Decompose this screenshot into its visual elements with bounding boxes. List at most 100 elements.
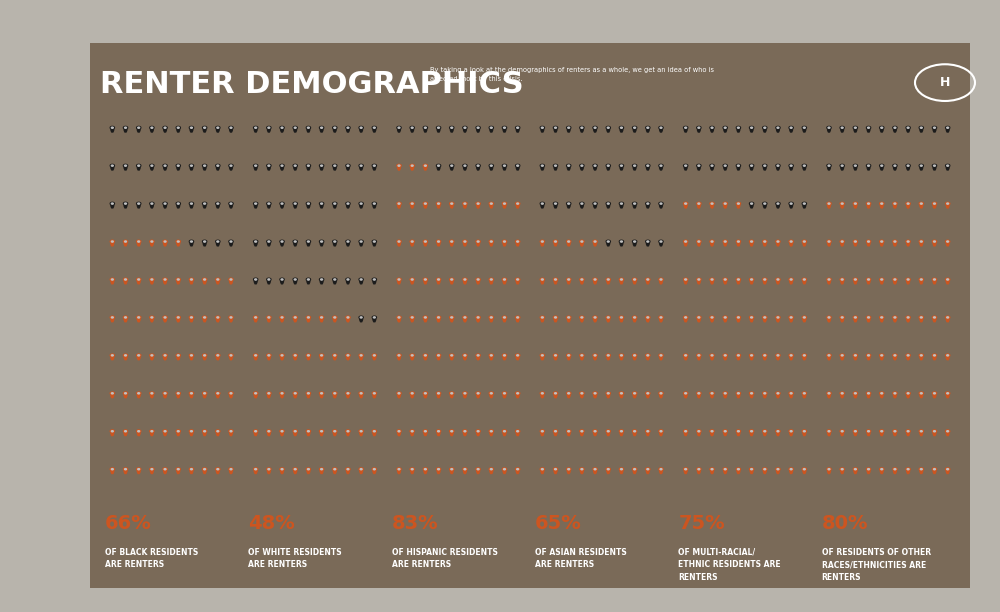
Circle shape	[125, 165, 126, 166]
Circle shape	[737, 241, 739, 242]
Circle shape	[451, 393, 453, 394]
Circle shape	[619, 430, 624, 433]
Polygon shape	[397, 166, 401, 170]
Polygon shape	[190, 318, 193, 322]
Circle shape	[568, 469, 570, 470]
Circle shape	[646, 165, 650, 167]
Polygon shape	[541, 129, 544, 132]
Circle shape	[359, 127, 363, 129]
Circle shape	[463, 392, 467, 395]
Circle shape	[307, 241, 309, 242]
Circle shape	[438, 469, 440, 470]
Circle shape	[319, 316, 324, 319]
Circle shape	[853, 354, 857, 357]
Polygon shape	[424, 432, 427, 436]
Circle shape	[697, 278, 701, 281]
Polygon shape	[946, 166, 949, 170]
Polygon shape	[190, 356, 193, 360]
Circle shape	[203, 430, 207, 433]
Circle shape	[424, 165, 426, 166]
Circle shape	[710, 392, 714, 395]
Circle shape	[463, 127, 467, 129]
Circle shape	[476, 316, 480, 319]
Polygon shape	[203, 204, 206, 208]
Circle shape	[827, 392, 831, 395]
Circle shape	[866, 468, 871, 471]
Circle shape	[333, 430, 337, 433]
Circle shape	[410, 316, 414, 319]
Circle shape	[463, 468, 467, 471]
Circle shape	[217, 203, 219, 204]
Text: By taking a look at the demographics of renters as a whole, we get an idea of wh: By taking a look at the demographics of …	[430, 67, 714, 82]
Polygon shape	[946, 129, 949, 132]
Circle shape	[828, 393, 830, 394]
Circle shape	[840, 430, 844, 433]
Circle shape	[751, 469, 753, 470]
Circle shape	[490, 431, 492, 432]
Circle shape	[633, 278, 637, 281]
Polygon shape	[490, 318, 493, 322]
Circle shape	[189, 127, 194, 129]
Polygon shape	[333, 318, 336, 322]
Circle shape	[737, 203, 739, 204]
Circle shape	[633, 392, 637, 395]
Circle shape	[620, 203, 622, 204]
Polygon shape	[790, 356, 793, 360]
Circle shape	[749, 203, 754, 205]
Polygon shape	[841, 394, 844, 398]
FancyBboxPatch shape	[90, 43, 970, 588]
Polygon shape	[203, 432, 206, 436]
Polygon shape	[503, 318, 506, 322]
Polygon shape	[711, 242, 714, 246]
Polygon shape	[124, 394, 127, 398]
Polygon shape	[620, 432, 623, 436]
Polygon shape	[124, 242, 127, 246]
Circle shape	[216, 278, 220, 281]
Circle shape	[110, 316, 114, 319]
Circle shape	[853, 278, 857, 281]
Polygon shape	[333, 280, 336, 284]
Circle shape	[411, 127, 413, 129]
Polygon shape	[490, 129, 493, 132]
Circle shape	[151, 431, 153, 432]
Circle shape	[685, 127, 687, 129]
Polygon shape	[633, 204, 636, 208]
Circle shape	[776, 392, 780, 395]
Polygon shape	[477, 394, 480, 398]
Circle shape	[489, 316, 493, 319]
Polygon shape	[267, 470, 270, 474]
Circle shape	[517, 469, 519, 470]
Circle shape	[685, 355, 687, 356]
Circle shape	[802, 165, 806, 167]
Circle shape	[319, 392, 324, 395]
Circle shape	[697, 165, 701, 167]
Polygon shape	[633, 318, 636, 322]
Circle shape	[920, 317, 922, 318]
Circle shape	[698, 165, 700, 166]
Circle shape	[334, 127, 336, 129]
Circle shape	[217, 393, 219, 394]
Circle shape	[947, 127, 949, 129]
Circle shape	[619, 392, 624, 395]
Polygon shape	[477, 280, 480, 284]
Polygon shape	[803, 280, 806, 284]
Polygon shape	[659, 204, 663, 208]
Polygon shape	[711, 280, 714, 284]
Circle shape	[372, 430, 376, 433]
Circle shape	[334, 393, 336, 394]
Polygon shape	[541, 204, 544, 208]
Circle shape	[359, 392, 363, 395]
Circle shape	[553, 203, 558, 205]
Polygon shape	[711, 356, 714, 360]
Circle shape	[267, 241, 271, 243]
Circle shape	[737, 279, 739, 280]
Polygon shape	[360, 280, 363, 284]
Polygon shape	[697, 432, 700, 436]
Circle shape	[777, 393, 779, 394]
Polygon shape	[594, 356, 597, 360]
Polygon shape	[620, 129, 623, 132]
Circle shape	[125, 431, 126, 432]
Circle shape	[568, 355, 570, 356]
Polygon shape	[111, 356, 114, 360]
Polygon shape	[411, 470, 414, 474]
